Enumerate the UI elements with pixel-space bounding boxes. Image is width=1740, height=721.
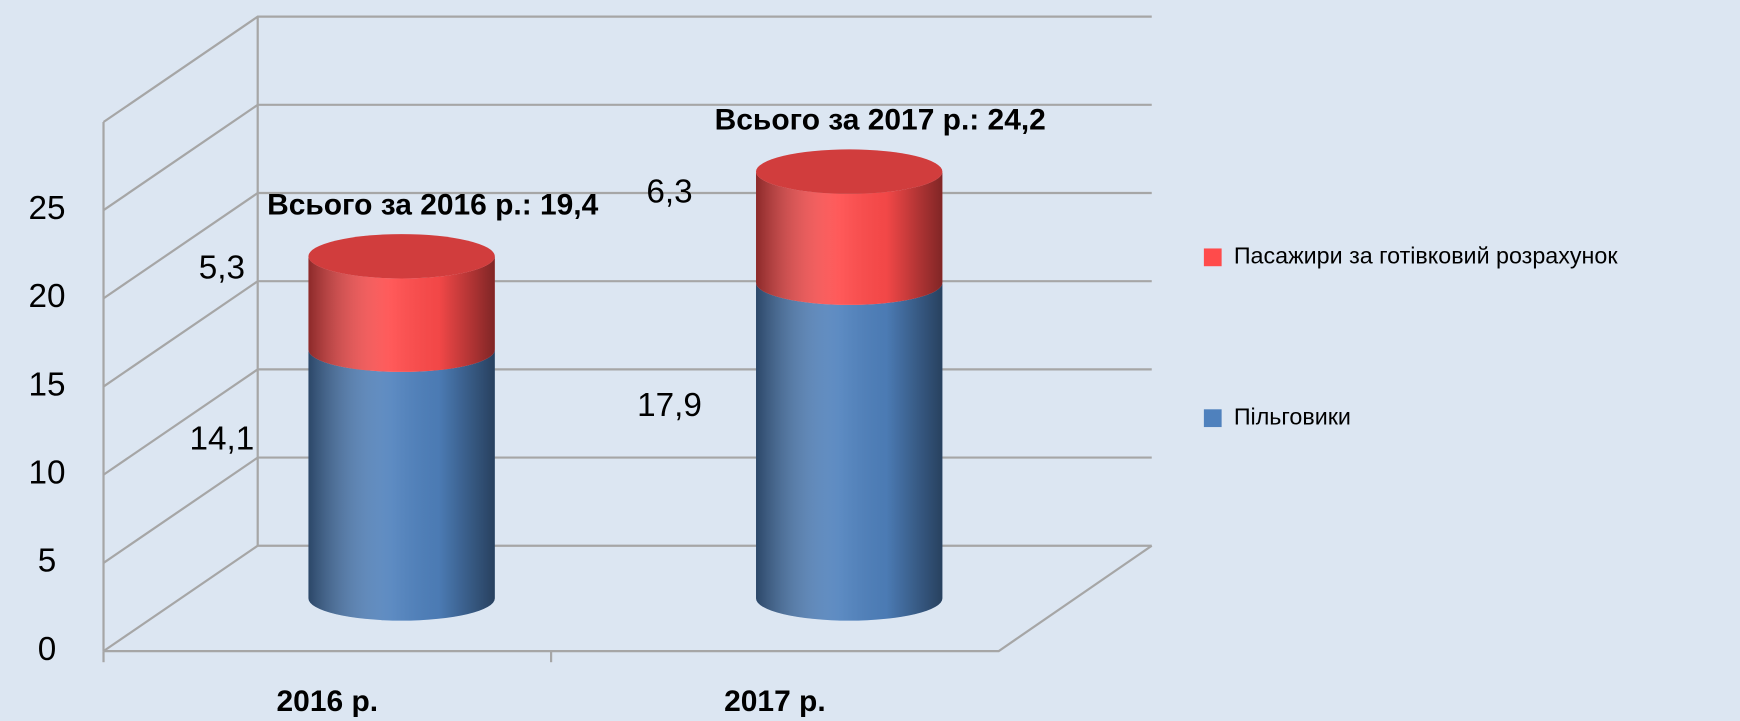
legend-swatch	[1203, 409, 1222, 428]
cylinder-top-shade	[308, 234, 495, 279]
shading	[756, 171, 943, 305]
value-label: 14,1	[190, 421, 255, 458]
grid-line	[102, 103, 1152, 212]
value-label: 17,9	[637, 387, 702, 424]
grid-line	[102, 544, 1152, 653]
y-tick-label: 20	[28, 278, 65, 315]
y-tick-label: 25	[28, 190, 65, 227]
grid-line	[102, 280, 1152, 388]
cylinder-top-shade	[756, 149, 943, 194]
value-label: 6,3	[646, 174, 692, 211]
legend-label: Пільговики	[1234, 403, 1351, 429]
value-label: 5,3	[199, 250, 245, 287]
x-tick-label: 2016 р.	[277, 685, 379, 718]
y-tick-label: 0	[38, 631, 57, 668]
shading	[308, 349, 495, 621]
y-tick-label: 15	[28, 366, 65, 403]
x-tick-label: 2017 р.	[724, 685, 826, 718]
cylinder-top	[756, 149, 943, 194]
total-annotation: Всього за 2016 р.: 19,4	[267, 188, 599, 221]
legend-swatch	[1203, 248, 1222, 267]
y-tick-label: 10	[28, 455, 65, 492]
floor	[103, 544, 1153, 653]
grid-line	[102, 368, 1152, 476]
y-tick-label: 5	[38, 543, 57, 580]
shading	[756, 282, 943, 621]
grid-line	[102, 191, 1152, 300]
grid	[102, 15, 1153, 653]
legend-label: Пасажири за готівковий розрахунок	[1234, 242, 1619, 268]
cylinder-top	[308, 234, 495, 279]
grid-line	[102, 456, 1152, 564]
shading	[308, 256, 495, 372]
total-annotation: Всього за 2017 р.: 24,2	[715, 104, 1046, 137]
